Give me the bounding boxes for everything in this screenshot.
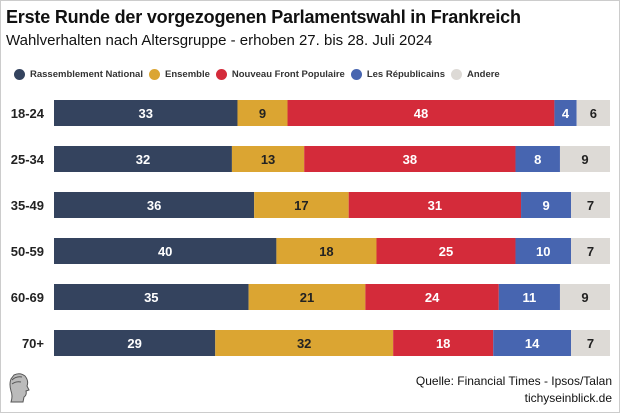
site-text: tichyseinblick.de xyxy=(524,391,612,405)
bar-segment xyxy=(54,238,277,264)
data-label: 8 xyxy=(534,152,541,167)
bar-segment xyxy=(54,146,232,172)
data-label: 10 xyxy=(536,244,550,259)
legend-label: Les Républicains xyxy=(366,69,445,80)
legend-swatch xyxy=(14,69,25,80)
chart-subtitle: Wahlverhalten nach Altersgruppe - erhobe… xyxy=(6,32,433,49)
bar-segment xyxy=(365,284,499,310)
data-label: 7 xyxy=(587,244,594,259)
category-label: 25-34 xyxy=(11,152,45,167)
bar-segment xyxy=(254,192,349,218)
bar-segment xyxy=(376,238,516,264)
data-label: 31 xyxy=(428,198,442,213)
bar-segment xyxy=(215,330,394,356)
bar-segment xyxy=(571,238,610,264)
data-label: 4 xyxy=(562,106,570,121)
data-label: 24 xyxy=(425,290,440,305)
data-label: 33 xyxy=(139,106,153,121)
category-label: 70+ xyxy=(22,336,44,351)
legend-swatch xyxy=(350,69,362,80)
data-label: 25 xyxy=(439,244,453,259)
data-label: 13 xyxy=(261,152,275,167)
category-label: 18-24 xyxy=(11,106,45,121)
data-label: 29 xyxy=(127,336,141,351)
data-label: 7 xyxy=(587,198,594,213)
data-label: 32 xyxy=(136,152,150,167)
bar-segment xyxy=(348,192,522,218)
bar-segment xyxy=(248,284,366,310)
data-label: 18 xyxy=(319,244,333,259)
legend-item: Nouveau Front Populaire xyxy=(215,69,345,80)
legend-item: Rassemblement National xyxy=(14,69,143,80)
bar-segment xyxy=(231,146,305,172)
data-label: 9 xyxy=(581,290,588,305)
data-label: 6 xyxy=(590,106,597,121)
bar-segment xyxy=(393,330,494,356)
category-label: 60-69 xyxy=(11,290,44,305)
data-label: 32 xyxy=(297,336,311,351)
data-label: 21 xyxy=(300,290,314,305)
chart-title: Erste Runde der vorgezogenen Parlamentsw… xyxy=(6,7,521,27)
bar-segment xyxy=(287,100,555,126)
legend-swatch xyxy=(148,69,160,80)
category-label: 35-49 xyxy=(11,198,44,213)
bar-segment xyxy=(54,330,216,356)
bar-segment xyxy=(571,192,610,218)
bar-segment xyxy=(521,192,572,218)
legend-label: Rassemblement National xyxy=(30,69,143,80)
bar-segment xyxy=(498,284,560,310)
bar-segment xyxy=(493,330,572,356)
bar-segment xyxy=(276,238,377,264)
data-label: 11 xyxy=(523,290,537,305)
legend-item: Andere xyxy=(450,69,500,80)
data-label: 48 xyxy=(414,106,428,121)
source-text: Quelle: Financial Times - Ipsos/Talan xyxy=(415,374,612,388)
data-label: 35 xyxy=(144,290,158,305)
legend-label: Nouveau Front Populaire xyxy=(231,69,345,80)
data-label: 14 xyxy=(525,336,540,351)
bar-segment xyxy=(559,146,610,172)
bar-segment xyxy=(559,284,610,310)
bar-segment xyxy=(515,146,560,172)
legend: Rassemblement National Ensemble Nouveau Fr… xyxy=(14,69,614,80)
bar-segment xyxy=(54,192,255,218)
bar-segment xyxy=(237,100,288,126)
data-label: 17 xyxy=(294,198,308,213)
bar-segment xyxy=(54,100,238,126)
data-label: 9 xyxy=(542,198,549,213)
legend-swatch xyxy=(450,69,462,80)
bar-segment xyxy=(515,238,572,264)
data-label: 40 xyxy=(158,244,172,259)
classical-head-logo-icon xyxy=(6,372,32,409)
stacked-bar-chart: 18-24 33 9 48 4 6 25-34 32 13 38 8 9 35-49 36 17 31 9 7 50… xyxy=(11,100,610,356)
bar-segment xyxy=(554,100,577,126)
bar-segment xyxy=(571,330,610,356)
data-label: 7 xyxy=(587,336,594,351)
data-label: 36 xyxy=(147,198,161,213)
data-label: 38 xyxy=(403,152,417,167)
bar-segment xyxy=(304,146,516,172)
category-label: 50-59 xyxy=(11,244,44,259)
legend-label: Andere xyxy=(466,69,500,80)
bar-segment xyxy=(54,284,249,310)
source-note: Quelle: Financial Times - Ipsos/Talan ti… xyxy=(416,373,612,407)
legend-swatch xyxy=(215,69,227,80)
legend-label: Ensemble xyxy=(164,69,210,80)
legend-item: Les Républicains xyxy=(350,69,445,80)
data-label: 9 xyxy=(581,152,588,167)
data-label: 9 xyxy=(259,106,266,121)
data-label: 18 xyxy=(436,336,450,351)
legend-item: Ensemble xyxy=(148,69,210,80)
bar-segment xyxy=(576,100,610,126)
